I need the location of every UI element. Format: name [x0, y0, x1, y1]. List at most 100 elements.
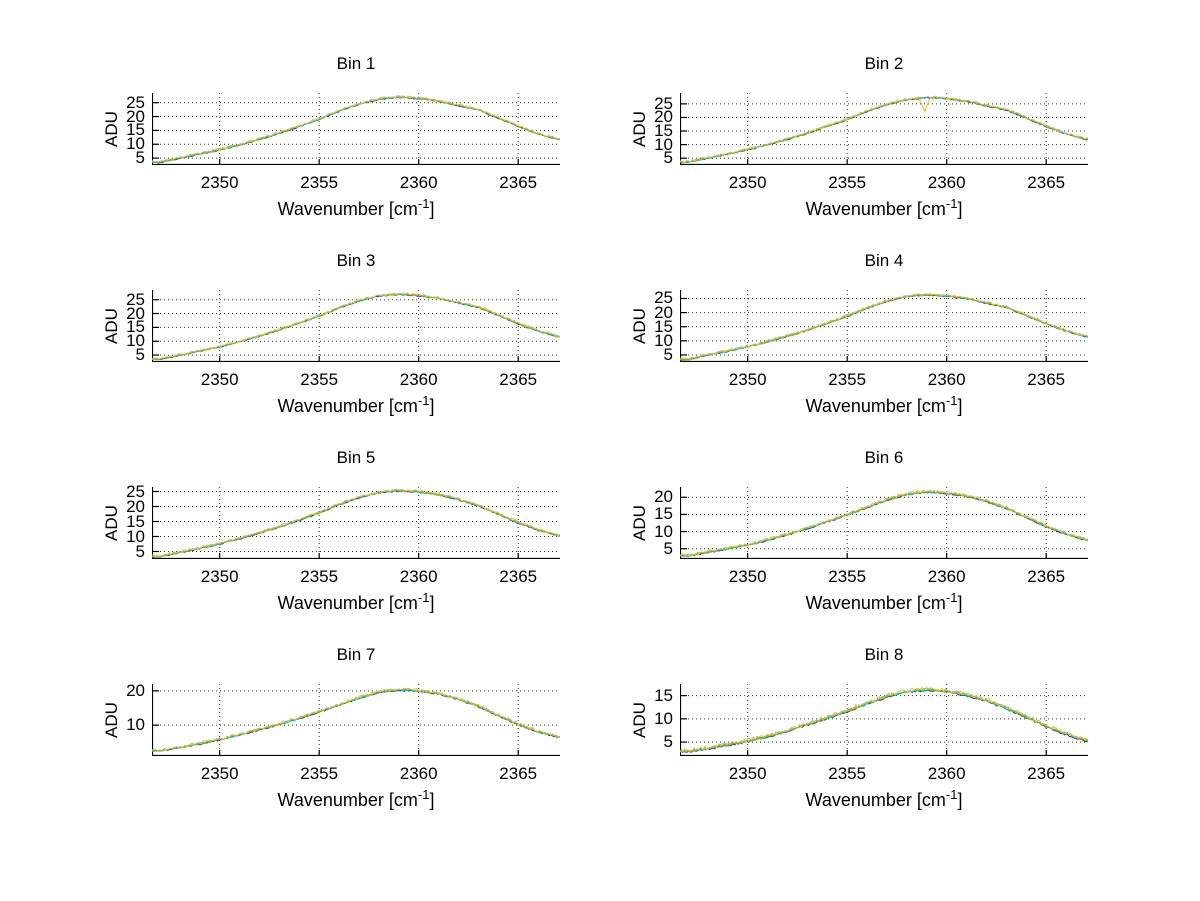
- trace-spectrum-2: [152, 292, 560, 361]
- subplot-bin-3: Bin 3 ADU Wavenumber [cm-1] 5 10 15 20 25 235…: [42, 250, 602, 416]
- trace-spectrum-3: [152, 489, 560, 558]
- trace-spectrum-2: [152, 96, 560, 163]
- subplot-title: Bin 1: [336, 54, 376, 73]
- x-tick-label: 2355: [300, 764, 339, 783]
- trace-spectrum-2: [152, 489, 560, 558]
- xlabel-close: ]: [957, 199, 963, 219]
- y-tick-label: 20: [126, 106, 145, 126]
- subplot-bin-1: Bin 1 ADU Wavenumber [cm-1] 5 10 15 20 25 235…: [42, 53, 602, 219]
- xlabel-superscript: -1: [417, 196, 430, 211]
- y-tick-label: 10: [654, 134, 673, 154]
- y-tick-label: 25: [126, 481, 145, 501]
- trace-spectrum-3: [680, 687, 1088, 753]
- y-tick-label: 10: [654, 330, 673, 350]
- xlabel-close: ]: [429, 593, 435, 613]
- x-tick-label: 2350: [200, 173, 239, 192]
- x-tick-label: 2365: [1027, 370, 1066, 389]
- plot-area: [680, 487, 1088, 559]
- plot-area: [680, 290, 1088, 362]
- x-axis-label: Wavenumber [cm-1]: [680, 787, 1088, 810]
- subplot-bin-4: Bin 4 ADU Wavenumber [cm-1] 5 10 15 20 25 235…: [570, 250, 1130, 416]
- x-tick-label: 2355: [828, 173, 867, 192]
- xlabel-text: Wavenumber [cm: [805, 199, 946, 219]
- x-axis-label: Wavenumber [cm-1]: [680, 197, 1088, 219]
- trace-spectrum-2: [680, 294, 1088, 361]
- x-tick-label: 2350: [728, 567, 767, 586]
- xlabel-superscript: -1: [945, 393, 958, 408]
- y-tick-label: 25: [654, 93, 673, 113]
- xlabel-superscript: -1: [417, 787, 430, 802]
- x-tick-label: 2365: [499, 173, 538, 192]
- y-tick-label: 15: [654, 504, 673, 524]
- x-tick-label: 2355: [828, 764, 867, 783]
- trace-spectrum-1: [152, 490, 560, 559]
- xlabel-superscript: -1: [417, 393, 430, 408]
- y-tick-label: 10: [126, 134, 145, 154]
- subplot-title: Bin 2: [864, 54, 904, 73]
- trace-spectrum-4: [680, 686, 1088, 753]
- x-tick-label: 2365: [499, 567, 538, 586]
- x-axis-label: Wavenumber [cm-1]: [680, 393, 1088, 416]
- xlabel-text: Wavenumber [cm: [805, 593, 946, 613]
- x-tick-label: 2355: [828, 370, 867, 389]
- xlabel-close: ]: [429, 790, 435, 810]
- y-tick-label: 20: [126, 303, 145, 323]
- trace-spectrum-4: [680, 489, 1088, 557]
- x-tick-label: 2360: [927, 370, 966, 389]
- y-tick-label: 10: [654, 521, 673, 541]
- plot-area: [152, 93, 560, 165]
- xlabel-superscript: -1: [945, 787, 958, 802]
- trace-spectrum-4: [152, 292, 560, 360]
- x-tick-label: 2360: [399, 370, 438, 389]
- trace-spectrum-2: [680, 96, 1088, 164]
- trace-spectrum-4: [680, 95, 1088, 163]
- trace-spectrum-3: [152, 292, 560, 360]
- y-tick-label: 5: [663, 148, 673, 168]
- y-tick-label: 20: [654, 302, 673, 322]
- trace-spectrum-2: [680, 688, 1088, 753]
- y-tick-label: 5: [135, 148, 145, 168]
- y-tick-label: 25: [126, 289, 145, 309]
- xlabel-close: ]: [957, 790, 963, 810]
- x-tick-label: 2350: [728, 764, 767, 783]
- subplot-title: Bin 6: [864, 448, 904, 467]
- x-tick-label: 2350: [728, 370, 767, 389]
- plot-area: [152, 290, 560, 362]
- subplot-title: Bin 5: [336, 448, 376, 467]
- x-axis-label: Wavenumber [cm-1]: [152, 393, 560, 416]
- x-axis-label: Wavenumber [cm-1]: [152, 590, 560, 613]
- subplot-title: Bin 8: [864, 645, 904, 664]
- y-tick-label: 20: [126, 680, 145, 700]
- xlabel-superscript: -1: [945, 590, 958, 605]
- trace-spectrum-1: [680, 96, 1088, 164]
- x-axis-label: Wavenumber [cm-1]: [152, 196, 560, 219]
- xlabel-text: Wavenumber [cm: [277, 593, 418, 613]
- x-tick-label: 2365: [1027, 567, 1066, 586]
- y-tick-label: 10: [654, 708, 673, 728]
- x-tick-label: 2365: [499, 764, 538, 783]
- x-axis-label: Wavenumber [cm-1]: [152, 787, 560, 810]
- x-tick-label: 2350: [200, 370, 239, 389]
- xlabel-text: Wavenumber [cm: [277, 199, 418, 219]
- y-tick-label: 15: [126, 511, 145, 531]
- y-tick-label: 15: [126, 317, 145, 337]
- subplot-bin-2: Bin 2 ADU Wavenumber [cm-1] 5 10 15 20 25 235…: [570, 53, 1130, 219]
- trace-spectrum-1: [680, 294, 1088, 361]
- trace-spectrum-4: [152, 687, 560, 752]
- y-tick-label: 5: [135, 541, 145, 561]
- subplot-title: Bin 7: [336, 645, 376, 664]
- xlabel-close: ]: [957, 396, 963, 416]
- x-tick-label: 2365: [1027, 764, 1066, 783]
- y-tick-label: 20: [654, 107, 673, 127]
- x-tick-label: 2365: [499, 370, 538, 389]
- xlabel-superscript: -1: [417, 590, 430, 605]
- y-tick-label: 5: [663, 732, 673, 752]
- x-tick-label: 2355: [300, 370, 339, 389]
- x-tick-label: 2360: [927, 764, 966, 783]
- x-axis-label: Wavenumber [cm-1]: [680, 590, 1088, 613]
- plot-area: [152, 487, 560, 559]
- x-tick-label: 2355: [828, 567, 867, 586]
- x-tick-label: 2355: [300, 173, 339, 192]
- trace-spectrum-4: [152, 95, 560, 163]
